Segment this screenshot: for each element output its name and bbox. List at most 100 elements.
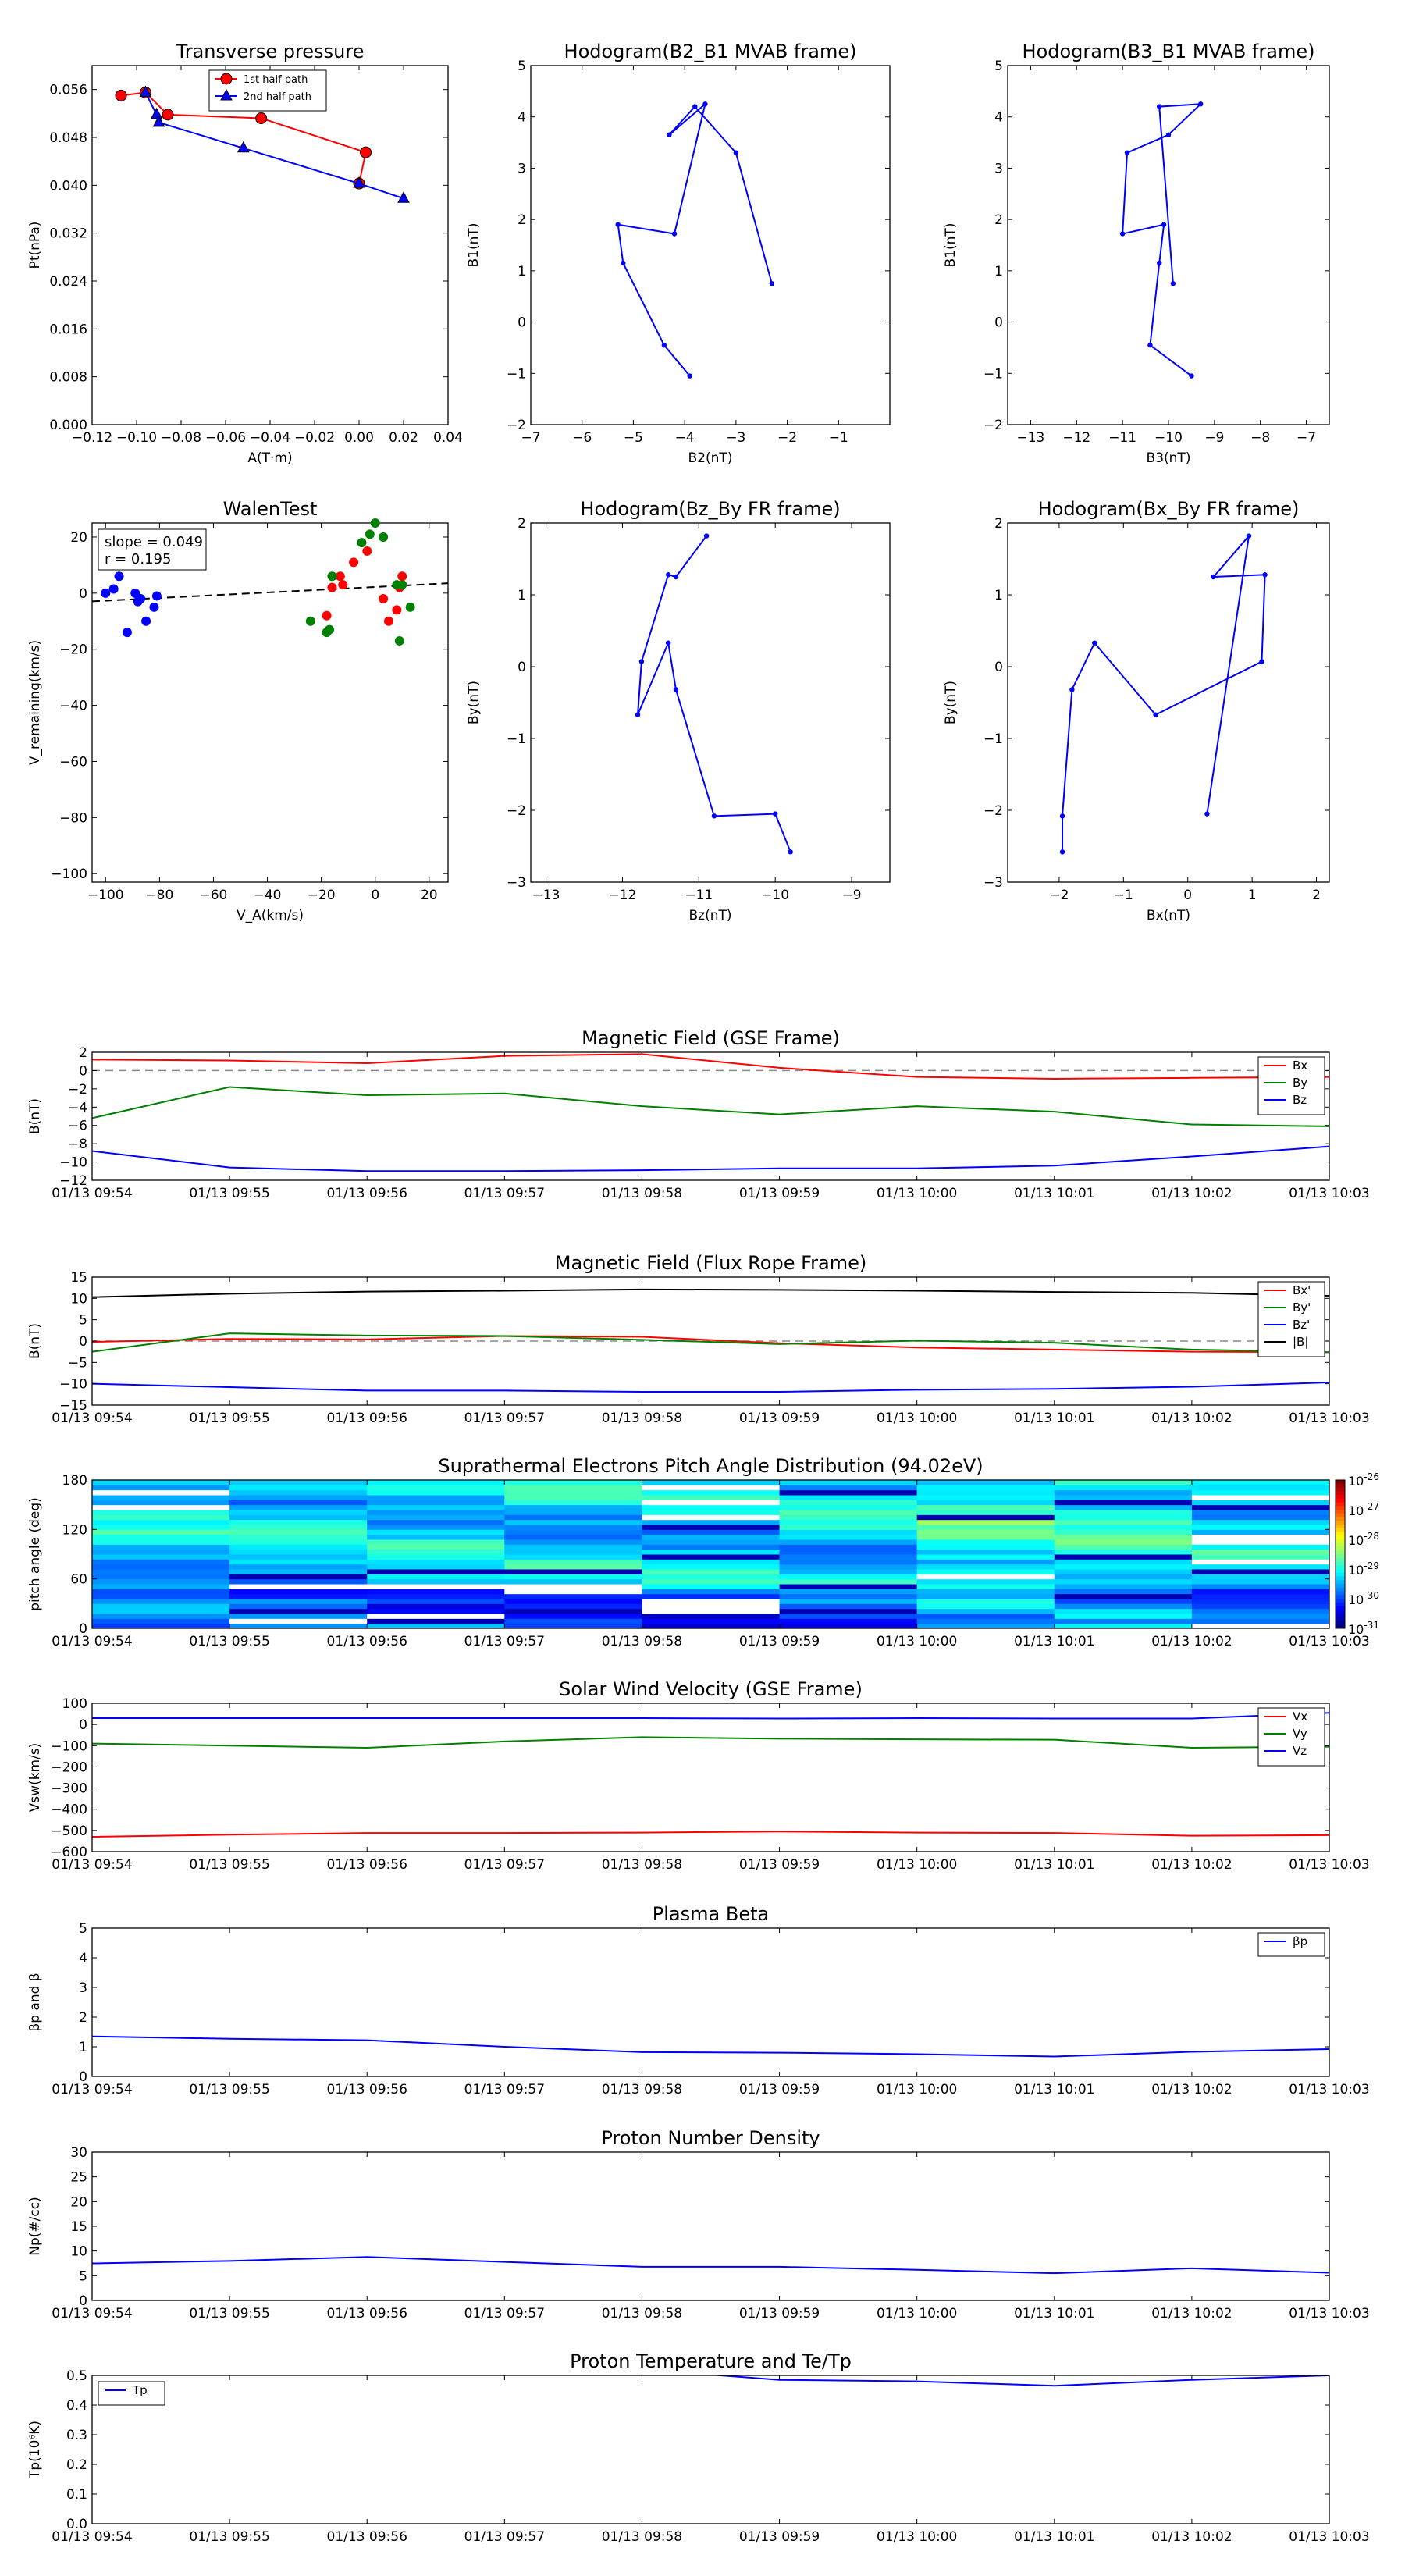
y-tick-label: 2 [79,1045,87,1061]
heatmap-cell [504,1534,642,1540]
heatmap-cell [1054,1618,1193,1624]
data-point [1170,281,1176,286]
y-tick-label: 0.016 [49,322,87,337]
data-point [621,260,626,266]
y-tick-label: 1 [994,264,1003,279]
y-tick-label: 180 [62,1473,87,1489]
y-tick-label: −2 [984,418,1003,433]
heatmap-cell [642,1603,781,1610]
annotation-text: r = 0.195 [105,551,171,568]
chart-hodogram-b2-b1: Hodogram(B2_B1 MVAB frame) −2 −1 0 1 2 3 4 5 B1(n… [466,41,891,466]
heatmap-cell [92,1614,230,1619]
data-point [788,849,793,855]
data-point [379,532,389,542]
y-axis-label: Tp(10⁶K) [27,2421,43,2479]
series-line [92,1712,1329,1720]
heatmap-cell [779,1485,918,1491]
heatmap-cell [1191,1623,1330,1629]
y-tick-label: −3 [507,875,526,891]
heatmap-cell [1191,1554,1330,1560]
data-point [141,616,151,626]
heatmap-cell [1191,1608,1330,1614]
y-tick-label: 4 [994,110,1003,126]
data-point [149,602,159,612]
x-tick-label: 01/13 10:02 [1151,2082,1232,2097]
heatmap-cell [92,1564,230,1570]
series-line [637,535,791,852]
x-tick-label: −1 [1114,888,1133,903]
heatmap-cell [92,1529,230,1535]
legend-box [1257,1707,1325,1767]
heatmap-cell [367,1578,505,1585]
heatmap-cell [92,1504,230,1510]
colorbar-base: 10 [1348,1503,1364,1518]
x-tick-label: −20 [308,888,336,903]
series-line [92,2256,1329,2275]
heatmap-cell [1054,1584,1193,1589]
heatmap-cell [642,1504,781,1510]
heatmap-cell [367,1525,505,1530]
heatmap-cell [916,1500,1055,1506]
y-tick-label: 2 [994,516,1003,532]
x-tick-label: 01/13 09:54 [52,2082,132,2097]
x-tick-label: 01/13 09:55 [189,2529,269,2545]
x-tick-label: 01/13 09:59 [739,2306,820,2322]
heatmap-cell [92,1485,230,1491]
x-tick-label: 01/13 09:57 [464,1857,545,1873]
x-tick-label: 01/13 10:01 [1014,1186,1094,1201]
colorbar-segment [1336,1617,1345,1621]
x-tick-label: 01/13 09:58 [602,1186,682,1201]
heatmap-cell [916,1574,1055,1580]
y-tick-label: −2 [984,803,1003,819]
x-tick-label: −100 [87,888,124,903]
plot-frame [91,2375,1330,2524]
x-tick-label: −60 [200,888,228,903]
x-tick-label: 01/13 10:00 [877,1634,957,1649]
colorbar-segment [1336,1532,1345,1536]
chart-title: Solar Wind Velocity (GSE Frame) [559,1678,863,1700]
heatmap-cell [916,1544,1055,1550]
colorbar-exponent: -27 [1364,1501,1379,1512]
series-line [617,101,773,377]
y-tick-label: 2 [79,2010,87,2026]
data-point [255,112,268,124]
heatmap-cell [779,1574,918,1580]
heatmap-cell [779,1623,918,1629]
x-tick-label: 01/13 09:58 [602,1857,682,1873]
x-tick-label: 01/13 10:02 [1151,2306,1232,2322]
x-tick-label: 01/13 10:00 [877,1186,957,1201]
x-tick-label: −2 [777,430,797,446]
plot-frame [91,65,449,425]
heatmap-cell [229,1480,368,1485]
heatmap-cell [916,1489,1055,1496]
y-tick-label: 20 [70,2194,87,2210]
x-tick-label: 01/13 10:01 [1014,1634,1094,1649]
heatmap-cell [229,1608,368,1614]
heatmap-cell [504,1514,642,1521]
heatmap-cell [229,1544,368,1550]
heatmap-cell [504,1480,642,1485]
heatmap-cell [504,1578,642,1585]
plot-frame [1007,522,1330,883]
chart-plasma-beta: Plasma Beta 0 1 2 3 4 5 βp and β 01/13 09:54 01/1… [27,1903,1370,2097]
x-tick-label: 01/13 10:03 [1289,1857,1369,1873]
data-point [394,635,404,646]
x-tick-label: 01/13 10:00 [877,1857,957,1873]
heatmap-cell [504,1525,642,1530]
y-tick-label: −500 [51,1823,87,1839]
plot-frame [530,522,891,883]
legend-label: Tp [132,2383,148,2397]
series-line [92,1831,1329,1838]
x-tick-label: −0.10 [116,430,157,446]
y-tick-label: 4 [79,1951,87,1966]
colorbar-segment [1336,1561,1345,1566]
legend-label: Bz' [1293,1318,1310,1332]
heatmap-cell [1054,1593,1193,1599]
heatmap-cell [779,1554,918,1560]
heatmap-cell [642,1589,781,1595]
heatmap-cell [1054,1525,1193,1530]
heatmap-cell [504,1489,642,1496]
x-tick-label: 01/13 09:54 [52,2529,132,2545]
series-line [1062,533,1266,852]
colorbar-segment [1336,1606,1345,1610]
